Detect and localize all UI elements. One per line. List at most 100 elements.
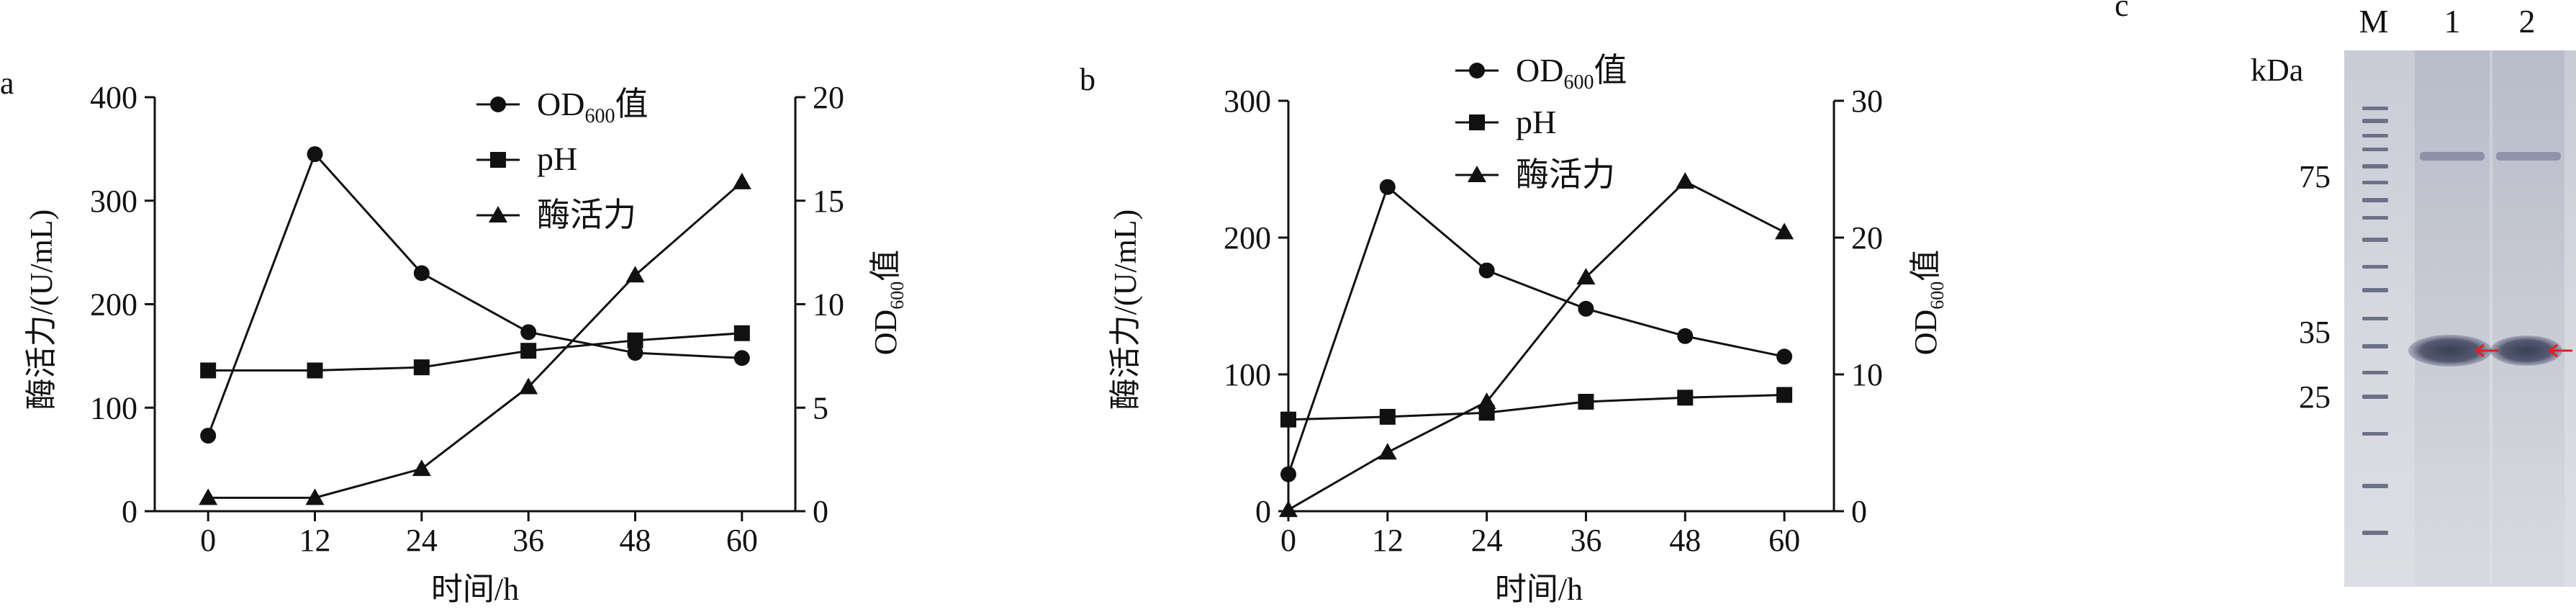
- y-tick-label-right: 0: [813, 494, 828, 529]
- svg-text:酶活力: 酶活力: [537, 197, 636, 233]
- marker-label-35: 35: [2299, 315, 2331, 350]
- y-tick-label-right: 10: [813, 287, 844, 323]
- svg-text:OD600值: OD600值: [537, 86, 648, 127]
- series-line-1: [1288, 394, 1785, 421]
- svg-text:pH: pH: [1516, 104, 1556, 140]
- x-tick-label: 0: [200, 523, 216, 558]
- data-point-circle: [733, 350, 750, 366]
- data-point-square: [1280, 411, 1296, 428]
- panel-letter-a: a: [0, 66, 14, 101]
- data-point-square: [307, 362, 323, 379]
- x-tick-label: 12: [1372, 523, 1404, 558]
- marker-label-25: 25: [2299, 379, 2331, 415]
- data-point-circle: [1776, 348, 1793, 365]
- panel-b: b 0 100 200 300 0 10 20 30 0 12 24 36 48 60 时间/h 酶活…: [1080, 52, 1948, 607]
- x-tick-label: 24: [1471, 523, 1503, 558]
- data-point-triangle: [519, 377, 538, 395]
- data-point-triangle: [1378, 443, 1397, 460]
- y-axis-label-right-b: OD600值: [1908, 250, 1948, 356]
- data-point-circle: [1478, 262, 1495, 279]
- band-lane-1-75kda: [2420, 152, 2485, 161]
- series-group-b: [1279, 172, 1794, 518]
- x-tick-label: 60: [726, 523, 758, 558]
- circle-marker-icon: [1469, 63, 1485, 78]
- data-point-circle: [307, 146, 323, 163]
- x-tick-label: 36: [1570, 523, 1601, 558]
- band-lane-2-target: [2490, 336, 2562, 366]
- gel-lane-2: [2493, 50, 2564, 587]
- series-group-a: [199, 146, 751, 505]
- marker-label-75: 75: [2299, 159, 2331, 194]
- svg-text:OD600值: OD600值: [1516, 52, 1627, 94]
- panel-letter-b: b: [1080, 62, 1095, 97]
- marker-size-labels: 75 35 25: [2299, 159, 2331, 415]
- band-lane-2-75kda: [2496, 152, 2561, 161]
- data-point-triangle: [625, 266, 645, 283]
- y-tick-label-right: 5: [813, 390, 828, 426]
- series-line-1: [208, 332, 742, 372]
- y-ticks-left-a: 0 100 200 300 400: [90, 80, 155, 529]
- y-tick-label-left: 300: [1224, 84, 1271, 119]
- lane-label-marker: M: [2359, 3, 2389, 40]
- y-tick-label-left: 300: [90, 184, 137, 219]
- y-tick-label-left: 100: [90, 390, 137, 426]
- x-ticks-b: 0 12 24 36 48 60: [1280, 511, 1800, 558]
- square-marker-icon: [490, 152, 506, 168]
- x-tick-label: 60: [1768, 523, 1800, 558]
- y-tick-label-right: 15: [813, 184, 844, 219]
- data-point-triangle: [1279, 500, 1298, 518]
- y-tick-label-right: 30: [1851, 84, 1883, 119]
- data-point-triangle: [412, 459, 431, 477]
- data-point-circle: [1280, 466, 1296, 482]
- data-point-square: [627, 332, 643, 348]
- y-tick-label-right: 20: [1851, 220, 1883, 256]
- x-tick-label: 48: [1669, 523, 1701, 558]
- y-tick-label-left: 200: [1224, 220, 1271, 256]
- data-point-square: [413, 359, 430, 376]
- data-point-square: [520, 343, 537, 359]
- legend-item-od600: OD600值: [1455, 52, 1627, 94]
- y-tick-label-left: 0: [1255, 494, 1271, 529]
- arrow-icon-lane-1: [2474, 343, 2499, 358]
- x-tick-label: 24: [406, 523, 438, 558]
- y-ticks-right-b: 0 10 20 30: [1834, 84, 1883, 529]
- data-point-square: [1677, 390, 1694, 406]
- x-tick-label: 0: [1280, 523, 1296, 558]
- x-tick-label: 12: [299, 523, 331, 558]
- y-tick-label-left: 200: [90, 287, 137, 323]
- data-point-circle: [200, 428, 217, 444]
- data-point-circle: [1677, 328, 1694, 344]
- y-tick-label-left: 400: [90, 80, 137, 115]
- y-ticks-right-a: 0 5 10 15 20: [795, 80, 844, 529]
- lane-label-2: 2: [2519, 3, 2536, 40]
- legend-item-ph: pH: [476, 140, 577, 177]
- panel-letter-c: c: [2115, 0, 2129, 23]
- gel-lane-1: [2415, 50, 2490, 587]
- y-tick-label-left: 100: [1224, 357, 1271, 392]
- data-point-square: [733, 325, 750, 341]
- gel-unit-label: kDa: [2251, 53, 2303, 88]
- y-ticks-left-b: 0 100 200 300: [1224, 84, 1288, 529]
- data-point-square: [1776, 387, 1793, 403]
- data-point-triangle: [1676, 172, 1695, 189]
- x-tick-label: 48: [620, 523, 651, 558]
- x-axis-label-b: 时间/h: [1495, 572, 1583, 607]
- data-point-triangle: [305, 488, 325, 505]
- y-tick-label-right: 10: [1851, 357, 1883, 392]
- data-point-square: [1379, 408, 1396, 425]
- data-point-triangle: [1775, 222, 1794, 240]
- triangle-marker-icon: [489, 206, 507, 222]
- circle-marker-icon: [490, 96, 506, 112]
- y-axis-label-left-a: 酶活力/(U/mL): [24, 210, 59, 410]
- data-point-triangle: [732, 172, 751, 189]
- square-marker-icon: [1469, 114, 1485, 130]
- data-point-square: [1578, 394, 1594, 410]
- y-axis-label-right-a: OD600值: [868, 250, 908, 356]
- panel-c-gel: c kDa M 1 2: [2115, 0, 2576, 587]
- lane-label-1: 1: [2444, 3, 2461, 40]
- y-tick-label-left: 0: [122, 494, 137, 529]
- data-point-triangle: [1576, 268, 1596, 285]
- arrow-icon-lane-2: [2547, 343, 2572, 358]
- data-point-circle: [1379, 179, 1396, 195]
